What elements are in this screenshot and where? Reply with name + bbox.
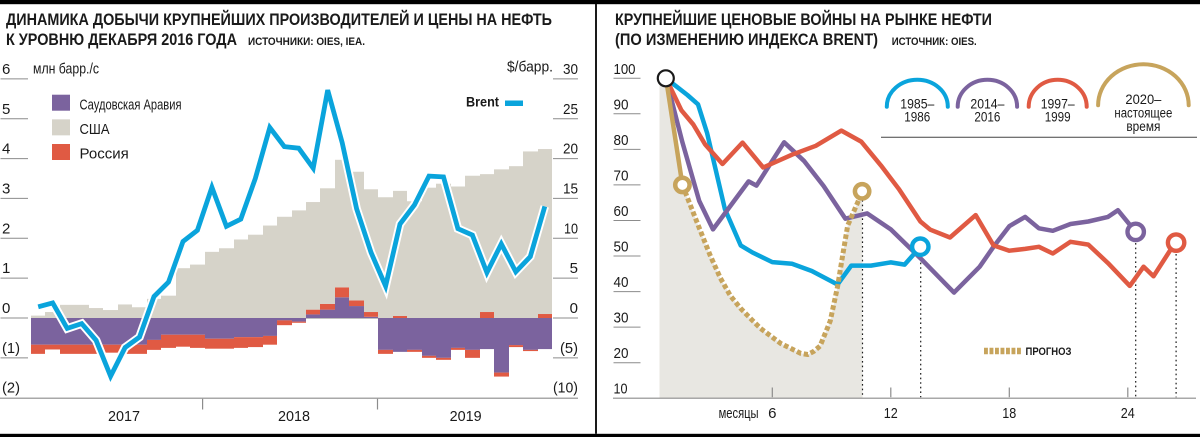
svg-text:(2): (2) [2, 380, 20, 397]
svg-text:США: США [80, 121, 110, 138]
svg-text:4: 4 [2, 141, 10, 158]
svg-text:месяцы: месяцы [719, 405, 759, 422]
svg-text:70: 70 [614, 167, 629, 184]
svg-text:6: 6 [2, 61, 10, 78]
svg-text:2014–: 2014– [970, 97, 1004, 112]
svg-text:(1): (1) [2, 340, 20, 357]
svg-text:Саудовская Аравия: Саудовская Аравия [80, 96, 182, 113]
svg-text:1997–: 1997– [1041, 97, 1075, 112]
svg-text:КРУПНЕЙШИЕ ЦЕНОВЫЕ ВОЙНЫ НА РЫ: КРУПНЕЙШИЕ ЦЕНОВЫЕ ВОЙНЫ НА РЫНКЕ НЕФТИ [615, 10, 992, 29]
svg-text:24: 24 [1121, 405, 1135, 422]
svg-text:5: 5 [570, 260, 578, 277]
svg-text:30: 30 [563, 61, 578, 78]
svg-text:3: 3 [2, 180, 10, 197]
svg-text:1: 1 [2, 260, 10, 277]
svg-text:10: 10 [614, 381, 628, 398]
svg-text:2018: 2018 [278, 408, 310, 425]
svg-text:время: время [1126, 119, 1160, 134]
svg-text:100: 100 [614, 61, 636, 78]
svg-text:20: 20 [563, 141, 578, 158]
svg-text:60: 60 [614, 203, 629, 220]
svg-text:(10): (10) [553, 380, 578, 397]
svg-text:2016: 2016 [974, 110, 1000, 125]
svg-text:ПРОГНОЗ: ПРОГНОЗ [1026, 346, 1072, 358]
svg-text:1986: 1986 [904, 110, 930, 125]
svg-text:1999: 1999 [1045, 110, 1071, 125]
svg-text:2020–: 2020– [1125, 92, 1161, 107]
svg-text:млн барр./с: млн барр./с [33, 61, 99, 78]
svg-text:1985–: 1985– [900, 97, 934, 112]
svg-text:90: 90 [614, 96, 629, 113]
svg-text:10: 10 [564, 220, 578, 237]
svg-text:0: 0 [570, 300, 578, 317]
svg-text:20: 20 [614, 345, 629, 362]
svg-text:50: 50 [614, 239, 629, 256]
svg-text:40: 40 [614, 274, 629, 291]
svg-text:18: 18 [1002, 405, 1016, 422]
svg-text:ИСТОЧНИК: OIES.: ИСТОЧНИК: OIES. [892, 36, 977, 48]
svg-text:25: 25 [563, 101, 578, 118]
svg-text:80: 80 [614, 132, 629, 149]
svg-text:ДИНАМИКА ДОБЫЧИ КРУПНЕЙШИХ ПРО: ДИНАМИКА ДОБЫЧИ КРУПНЕЙШИХ ПРОИЗВОДИТЕЛЕ… [6, 10, 552, 29]
svg-text:Россия: Россия [80, 146, 129, 163]
svg-text:6: 6 [768, 405, 776, 422]
svg-text:ИСТОЧНИКИ: OIES, IEA.: ИСТОЧНИКИ: OIES, IEA. [248, 36, 365, 48]
svg-text:2019: 2019 [450, 408, 482, 425]
svg-text:2017: 2017 [108, 408, 140, 425]
svg-text:(ПО ИЗМЕНЕНИЮ ИНДЕКСА BRENT): (ПО ИЗМЕНЕНИЮ ИНДЕКСА BRENT) [615, 30, 878, 49]
svg-text:$/барр.: $/барр. [507, 59, 553, 76]
svg-text:настоящее: настоящее [1114, 106, 1172, 121]
svg-text:5: 5 [2, 101, 10, 118]
svg-text:2: 2 [2, 220, 10, 237]
svg-text:15: 15 [563, 180, 578, 197]
svg-text:Brent: Brent [466, 94, 499, 110]
svg-text:30: 30 [614, 310, 629, 327]
svg-text:0: 0 [2, 300, 10, 317]
svg-text:12: 12 [884, 405, 898, 422]
svg-text:К УРОВНЮ ДЕКАБРЯ 2016 ГОДА: К УРОВНЮ ДЕКАБРЯ 2016 ГОДА [6, 30, 237, 49]
svg-text:(5): (5) [560, 340, 578, 357]
